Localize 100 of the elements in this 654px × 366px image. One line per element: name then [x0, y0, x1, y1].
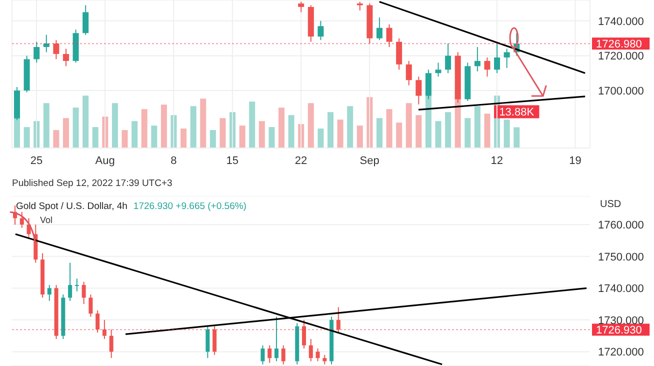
candlestick [260, 344, 265, 365]
bar [474, 106, 480, 148]
bar [406, 103, 412, 148]
candlestick [308, 338, 313, 362]
bar [435, 121, 442, 148]
candlestick [386, 24, 392, 48]
bar [141, 109, 148, 148]
candlestick [268, 344, 272, 364]
candlestick [212, 326, 217, 356]
candlestick [406, 60, 412, 86]
bar [180, 128, 187, 148]
candlestick [20, 211, 24, 228]
bar [396, 122, 402, 148]
candlestick [82, 4, 89, 36]
x-tick-label: 22 [294, 154, 308, 167]
y-axis-title: USD [600, 199, 622, 210]
bar [268, 127, 275, 148]
bar [151, 126, 158, 148]
bar [24, 127, 30, 148]
bar [210, 130, 216, 148]
bar [337, 120, 344, 148]
bar [200, 98, 206, 148]
candlestick [504, 48, 510, 68]
bar [445, 112, 452, 148]
candlestick [494, 43, 500, 74]
candlestick [316, 348, 320, 362]
candlestick [274, 316, 278, 362]
x-tick-label: 12 [490, 154, 504, 167]
text: 1726.930 +9.665 (+0.56%) [133, 201, 246, 212]
text: Published Sep 12, 2022 17:39 UTC+3 [12, 178, 172, 189]
candlestick [376, 16, 382, 41]
bar [347, 106, 354, 148]
candlestick [336, 306, 340, 334]
bar [356, 126, 363, 148]
candlestick [281, 344, 286, 365]
x-tick-label: 19 [569, 154, 582, 167]
bar [190, 106, 196, 148]
annotation: Vol [40, 215, 53, 225]
bar [464, 118, 471, 148]
candlestick [484, 56, 490, 78]
candlestick [435, 62, 442, 78]
candlestick [298, 1, 304, 13]
y-tick-label: 1700.000 [598, 85, 644, 98]
bar [160, 104, 167, 148]
bar [249, 102, 256, 148]
ref-line-label: 1726.980 [596, 38, 642, 51]
x-tick-label: 15 [226, 154, 239, 167]
candlestick [102, 319, 106, 340]
candlestick [34, 41, 40, 64]
bar [92, 127, 98, 148]
y-tick-label: 1720.000 [598, 346, 644, 359]
bar [239, 126, 246, 148]
candlestick [96, 310, 100, 334]
y-tick-label: 1740.000 [598, 16, 644, 28]
bar [327, 112, 334, 148]
y-tick-label: 1720.000 [598, 50, 644, 63]
bar [308, 103, 314, 148]
x-tick-label: Aug [95, 154, 115, 167]
bar [132, 121, 138, 148]
bar [386, 109, 392, 148]
x-tick-label: 8 [170, 154, 177, 167]
candlestick [206, 326, 210, 359]
bar [82, 96, 89, 148]
bar [504, 120, 510, 148]
bar [376, 118, 382, 148]
bar [258, 121, 265, 148]
bar [43, 103, 50, 148]
bar [62, 118, 69, 148]
candlestick [109, 328, 114, 359]
y-tick-label: 1740.000 [598, 283, 644, 296]
data-label: 13.88K [499, 106, 535, 118]
candlestick [88, 294, 93, 318]
candlestick [474, 46, 480, 72]
candlestick [62, 48, 69, 67]
bar [484, 114, 490, 148]
bar [122, 130, 128, 148]
y-tick-label: 1760.000 [598, 220, 644, 232]
y-tick-label: 1750.000 [598, 251, 644, 264]
candlestick [68, 262, 72, 302]
bar [318, 128, 324, 148]
candlestick [445, 43, 452, 74]
candlestick [396, 38, 402, 70]
bar [416, 115, 422, 148]
bar [514, 127, 520, 148]
candlestick [74, 278, 79, 292]
x-tick-label: Sep [360, 154, 380, 167]
bar [53, 130, 60, 148]
candlestick [43, 34, 50, 53]
bar [288, 115, 294, 148]
candlestick [302, 319, 306, 350]
text: Gold Spot / U.S. Dollar, 4h [16, 201, 128, 212]
bar [278, 108, 285, 148]
x-tick-label: 25 [30, 154, 43, 167]
bar [112, 103, 118, 148]
candlestick [318, 20, 324, 41]
candlestick [322, 354, 327, 365]
candlestick [53, 40, 60, 60]
candlestick [47, 284, 52, 302]
bar [72, 108, 79, 148]
candlestick [416, 76, 422, 105]
